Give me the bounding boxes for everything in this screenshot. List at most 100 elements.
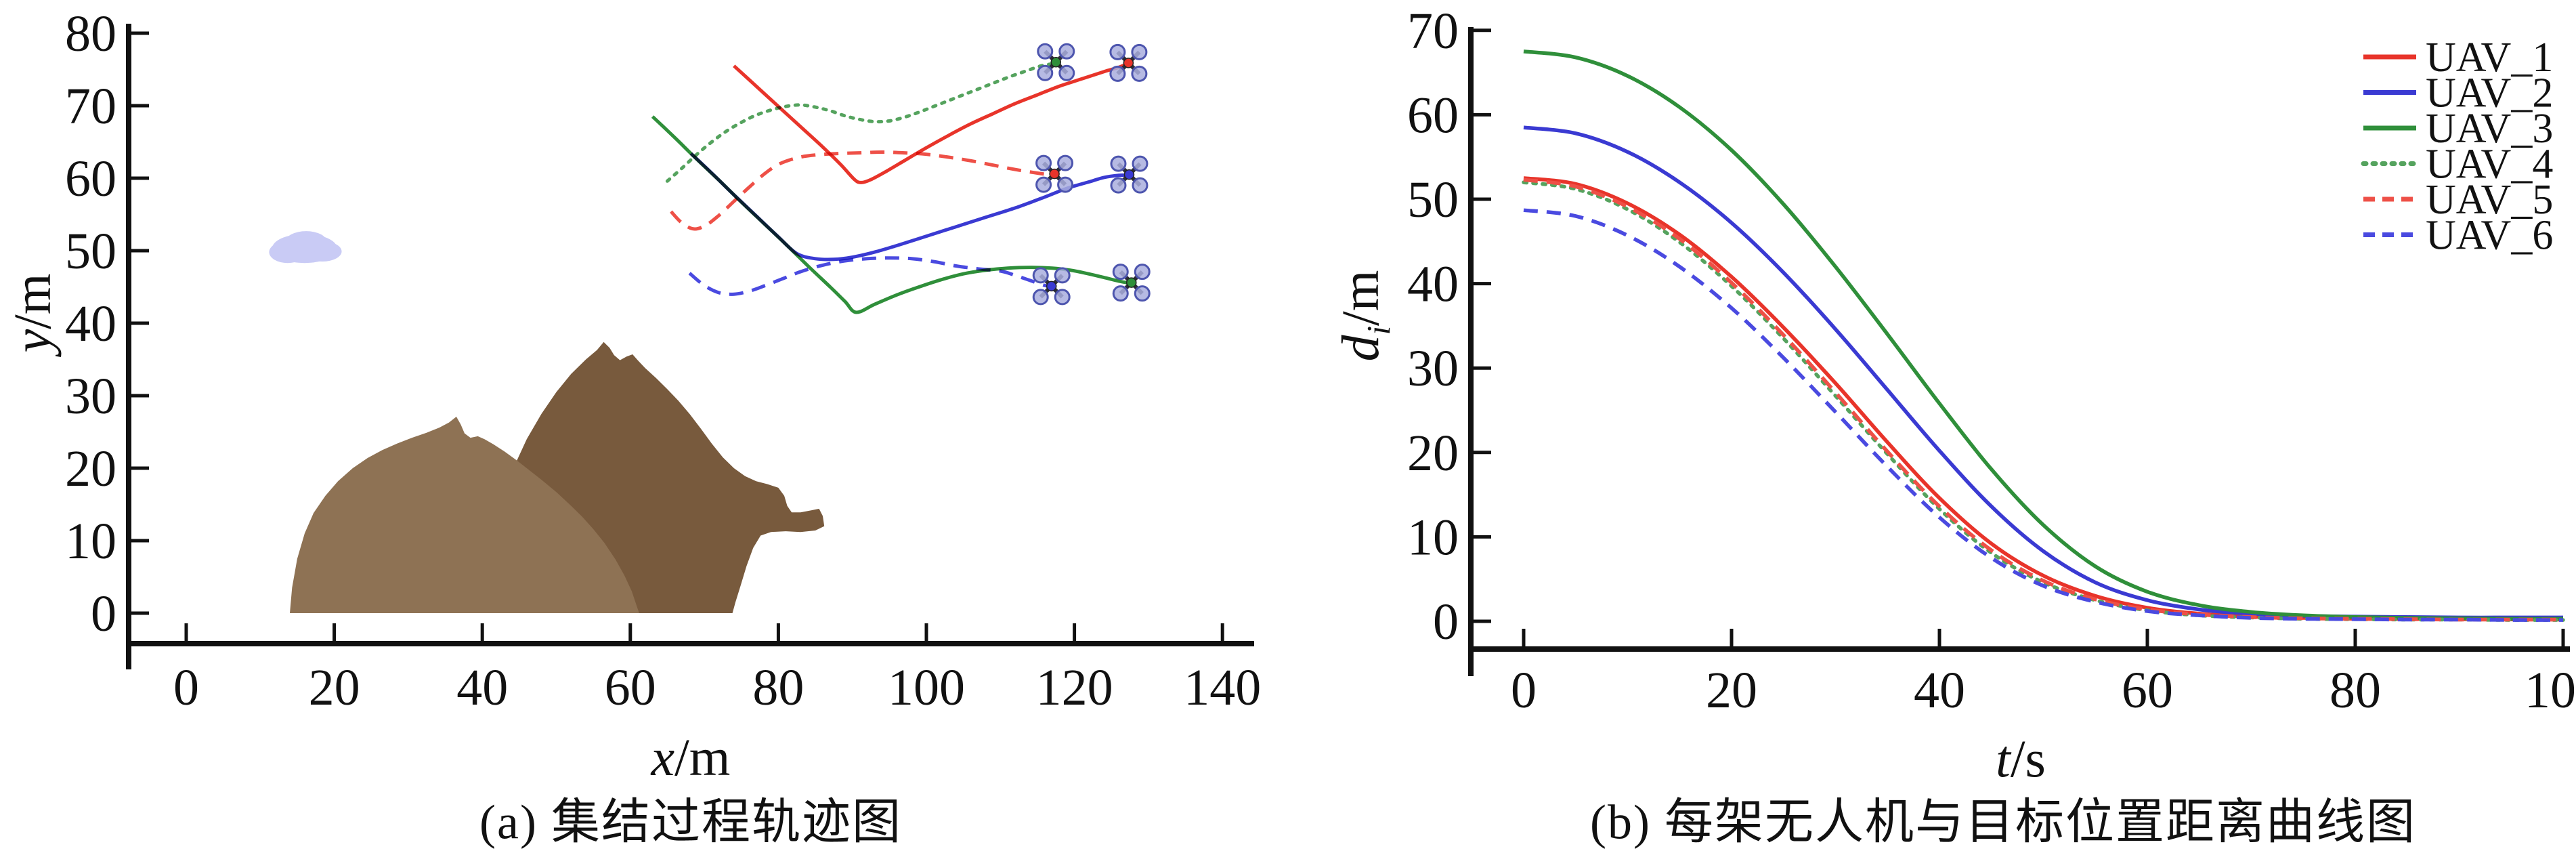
distance-y-axis-label: di/m [1330,270,1398,362]
drone-icon [1112,264,1151,302]
y-axis-unit: /m [3,273,62,329]
trajectory-x-tick-label: 100 [888,659,965,716]
mountain-front [290,417,639,613]
cloud-icon [269,231,342,264]
drone-rotor [1035,154,1052,171]
drone-rotor [1112,285,1129,302]
caption-panel-b: (b) 每架无人机与目标位置距离曲线图 [1590,795,2416,850]
distance-y-tick-label: 0 [1433,594,1459,650]
trajectory-uav_5 [670,150,1054,231]
trajectory-y-tick-label: 60 [65,150,116,207]
trajectory-x-tick-label: 120 [1036,659,1113,716]
drone-rotor [1132,177,1149,194]
trajectory-y-axis-label: y/m [2,274,63,353]
trajectory-x-tick-label: 60 [605,659,656,716]
drone-rotor [1054,289,1071,306]
drone-rotor [1037,64,1054,81]
trajectory-y-tick-label: 80 [65,5,116,62]
legend-item-uav_6: UAV_6 [2363,213,2553,259]
trajectory-x-tick-label: 40 [456,659,508,716]
trajectory-uav_3 [651,115,1132,314]
cloud-ellipse [285,231,327,253]
legend-label: UAV_4 [2426,142,2553,188]
legend-item-uav_1: UAV_1 [2363,35,2553,81]
drone-icon [1109,43,1148,82]
legend-label: UAV_3 [2426,106,2553,152]
trajectory-y-tick-label: 40 [65,295,116,352]
drone-body [1049,168,1060,180]
distance-x-tick-label: 80 [2330,662,2381,719]
distance-y-tick-label: 40 [1407,256,1459,313]
legend-label: UAV_6 [2426,213,2553,259]
drone-rotor [1112,264,1129,280]
t-axis-variable: t [1996,729,2011,788]
distance-curve-uav_5 [1523,178,2563,622]
d-axis-variable: d [1331,335,1390,362]
x-axis-unit: /m [674,728,731,787]
legend-item-uav_5: UAV_5 [2363,177,2553,223]
legend-label: UAV_1 [2426,35,2553,81]
drone-icon [1037,43,1075,81]
y-axis-variable: y [3,329,62,353]
distance-y-tick-label: 60 [1407,87,1459,144]
trajectory-y-tick-label: 10 [65,513,116,570]
legend-item-uav_2: UAV_2 [2363,70,2553,117]
distance-y-tick-label: 10 [1407,509,1459,566]
trajectory-y-tick-label: 70 [65,78,116,135]
drone-rotor [1109,43,1126,60]
distance-x-tick-label: 40 [1914,662,1965,719]
drone-rotor [1057,176,1074,193]
trajectory-plot: 0 20 40 60 80 100 120 140 0 10 20 30 40 50 60 70 80 [65,5,1261,716]
t-axis-unit: /s [2010,729,2046,788]
drone-rotor [1134,285,1151,302]
distance-x-tick-label: 100 [2525,662,2576,719]
distance-x-axis-label: t/s [1996,728,2046,789]
drone-rotor [1132,155,1149,172]
distance-y-tick-label: 50 [1407,171,1459,228]
trajectory-y-tick-label: 20 [65,440,116,497]
drone-rotor [1109,65,1126,82]
d-axis-subscript: i [1360,325,1397,335]
drone-body [1050,57,1062,68]
trajectory-x-tick-label: 20 [309,659,360,716]
distance-curve-uav_6 [1523,208,2564,622]
drone-rotor [1057,154,1074,171]
drone-rotor [1058,64,1075,81]
legend-item-uav_3: UAV_3 [2363,106,2553,152]
distance-curve-uav_3 [1523,49,2564,621]
legend-label: UAV_2 [2426,70,2553,117]
drone-rotor [1131,43,1148,60]
trajectory-uav_6 [688,256,1052,296]
trajectory-x-axis-label: x/m [651,727,731,788]
trajectory-y-tick-label: 30 [65,368,116,425]
distance-x-tick-label: 0 [1511,662,1537,719]
trajectory-uav_4 [665,62,1056,183]
distance-x-tick-label: 60 [2122,662,2173,719]
drone-icon [1032,267,1071,306]
legend-label: UAV_5 [2426,177,2553,223]
drone-rotor [1131,65,1148,82]
trajectory-x-tick-label: 140 [1184,659,1261,716]
drone-rotor [1035,176,1052,193]
trajectory-x-tick-label: 80 [752,659,804,716]
drone-rotor [1032,289,1049,306]
distance-x-tick-label: 20 [1706,662,1757,719]
drone-body [1046,280,1057,292]
distance-y-tick-label: 70 [1407,3,1459,60]
drone-body [1123,58,1134,68]
legend-item-uav_4: UAV_4 [2361,142,2553,188]
trajectory-y-tick-label: 50 [65,223,116,280]
drone-icon [1110,155,1149,194]
distance-plot: 0 20 40 60 80 100 0 10 20 30 40 50 60 70 [1407,3,2576,719]
caption-panel-a: (a) 集结过程轨迹图 [479,795,902,850]
drone-body [1126,277,1137,288]
d-axis-unit: /m [1331,270,1390,326]
drone-rotor [1110,155,1127,172]
trajectory-x-tick-label: 0 [173,659,199,716]
drone-rotor [1032,267,1049,284]
x-axis-variable: x [651,728,675,787]
drone-rotor [1054,267,1071,284]
